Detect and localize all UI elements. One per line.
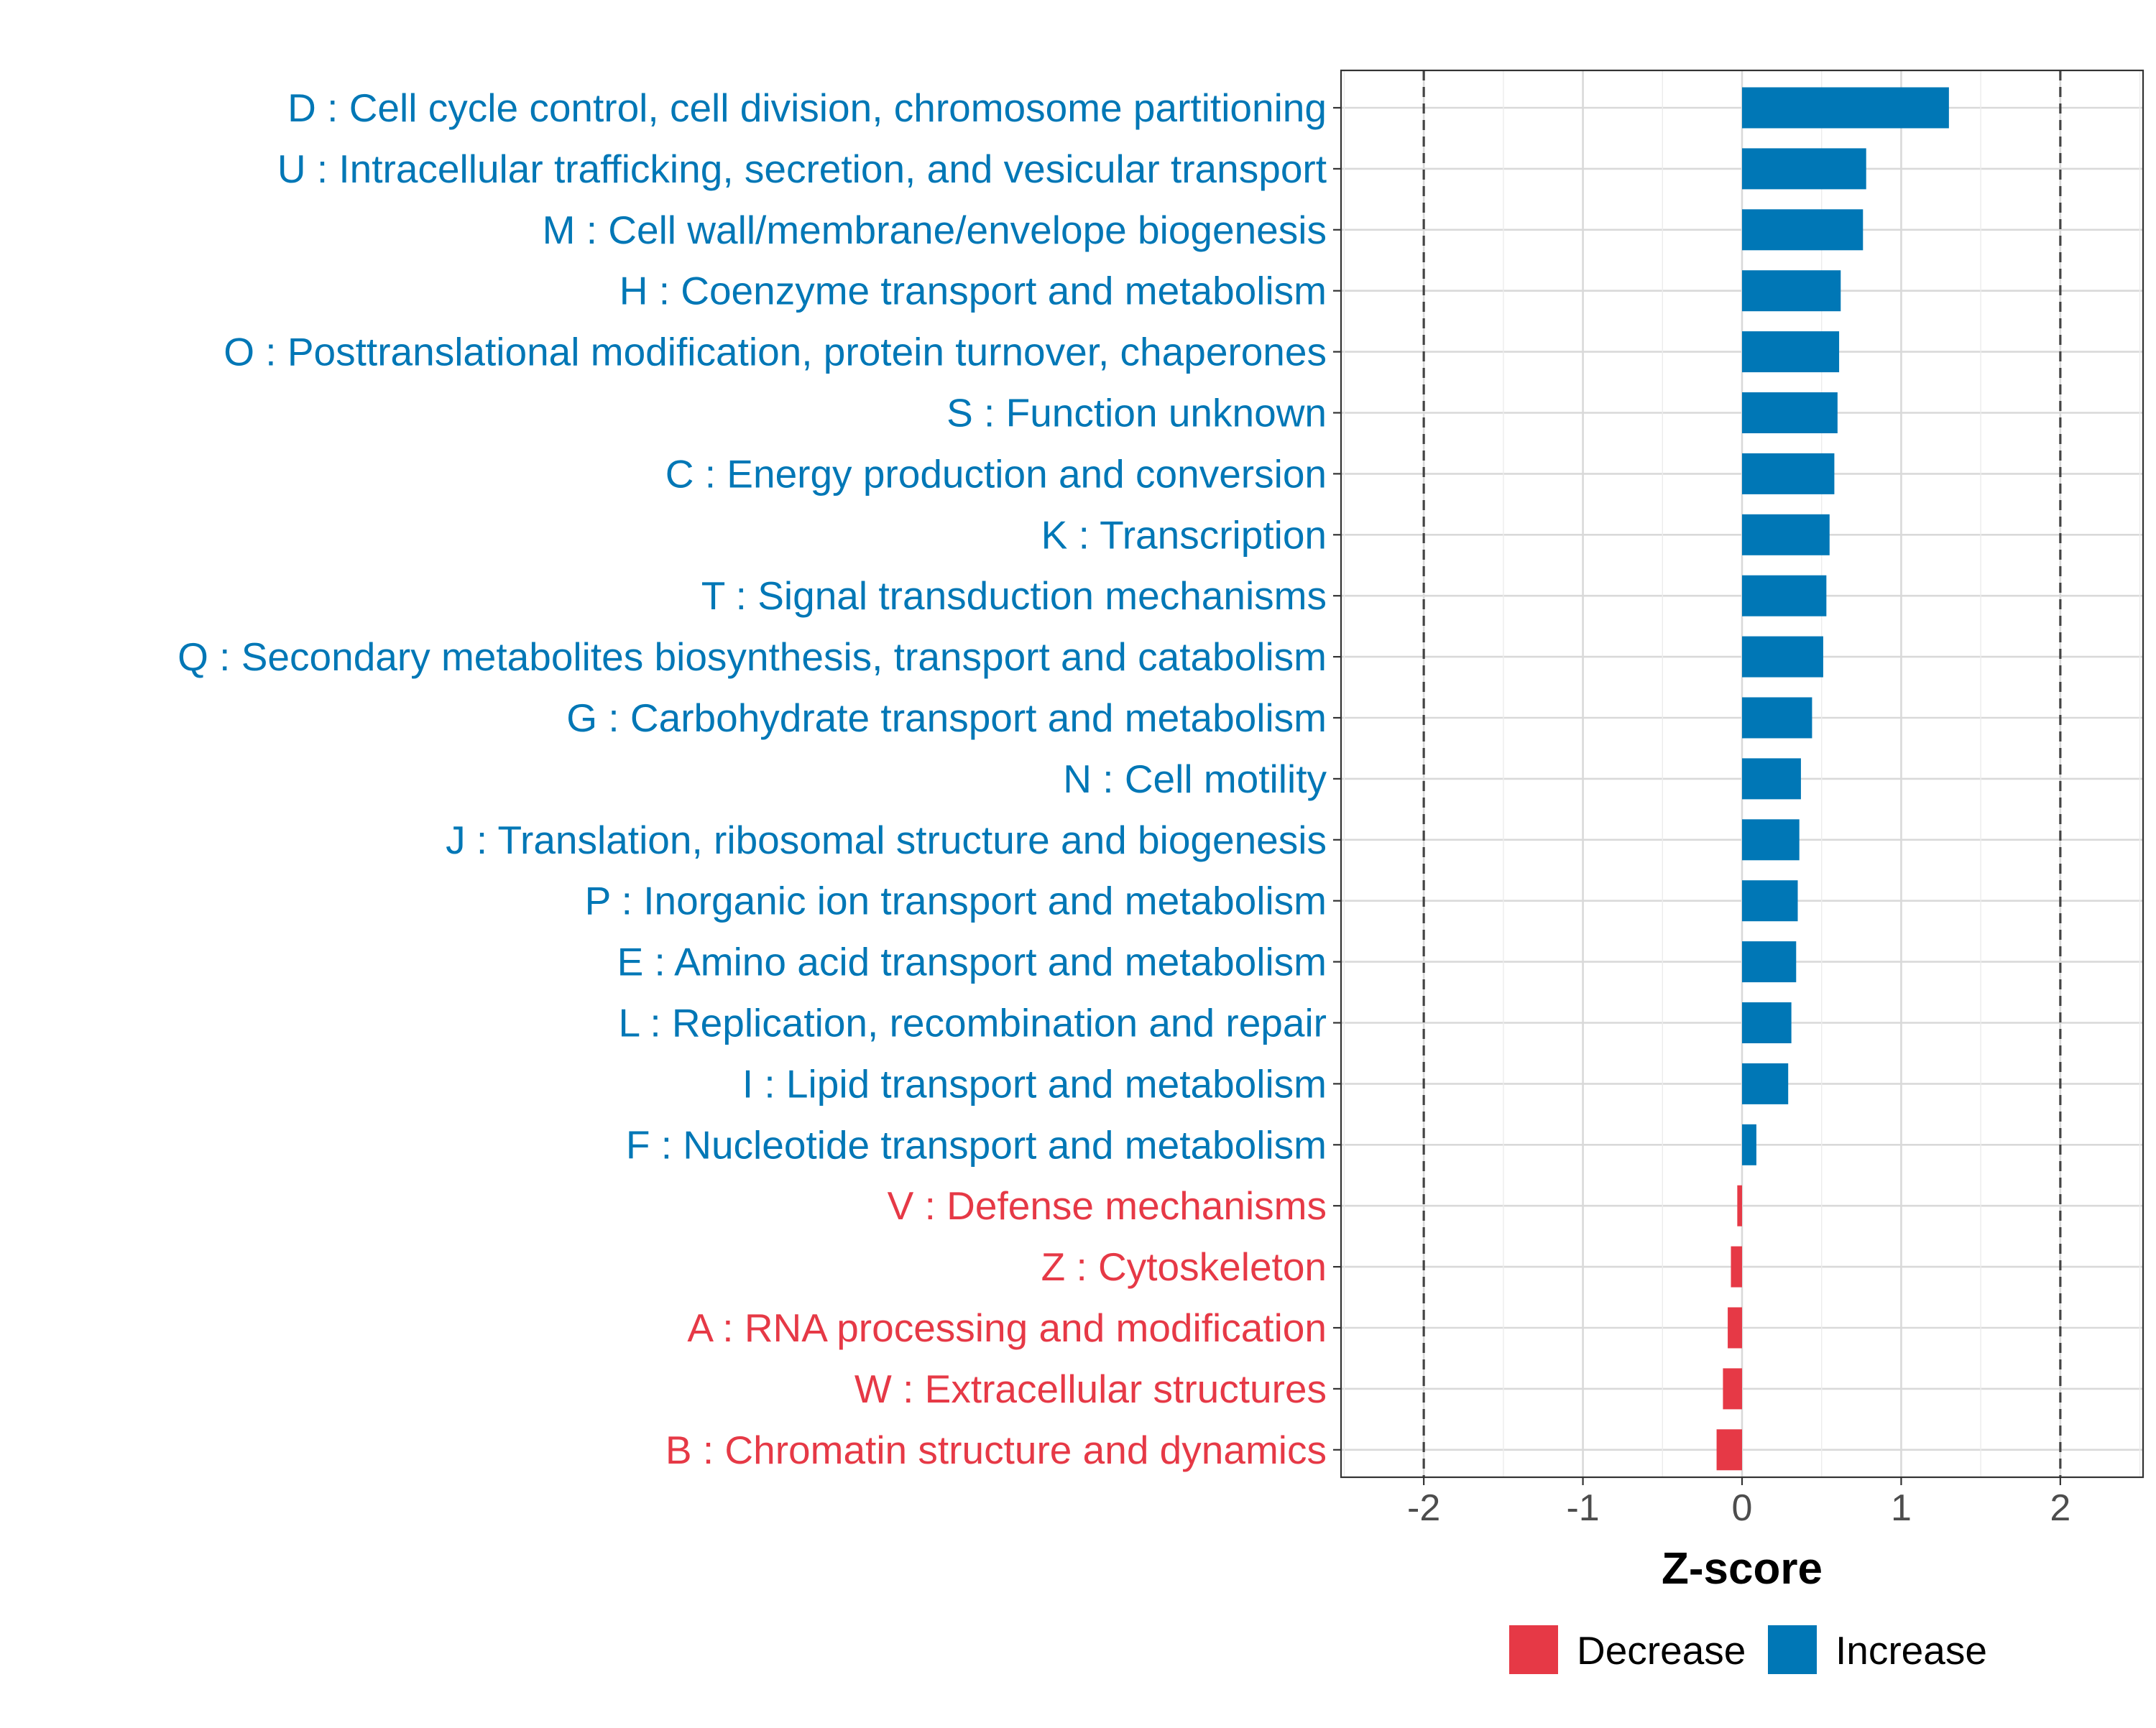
- bar-n: [1742, 758, 1801, 800]
- x-tick-label: -1: [1566, 1487, 1599, 1529]
- y-tick-label: H : Coenzyme transport and metabolism: [619, 269, 1327, 313]
- legend-label: Increase: [1835, 1628, 1987, 1673]
- y-tick-label: O : Posttranslational modification, prot…: [224, 330, 1327, 374]
- y-tick-label: M : Cell wall/membrane/envelope biogenes…: [543, 208, 1327, 252]
- bar-b: [1716, 1429, 1742, 1471]
- bar-c: [1742, 453, 1835, 494]
- y-tick-label: L : Replication, recombination and repai…: [619, 1001, 1327, 1045]
- legend-label: Decrease: [1577, 1628, 1746, 1673]
- y-tick-label: U : Intracellular trafficking, secretion…: [277, 147, 1327, 191]
- bar-a: [1728, 1307, 1742, 1349]
- x-tick-label: 0: [1732, 1487, 1753, 1529]
- legend: Decrease Increase: [1509, 1625, 1987, 1674]
- y-tick-label: B : Chromatin structure and dynamics: [665, 1428, 1327, 1472]
- y-tick-label: W : Extracellular structures: [854, 1367, 1327, 1411]
- y-tick-label: F : Nucleotide transport and metabolism: [626, 1122, 1327, 1167]
- y-tick-label: P : Inorganic ion transport and metaboli…: [585, 879, 1327, 923]
- bar-v: [1737, 1185, 1742, 1226]
- bar-p: [1742, 880, 1798, 922]
- y-tick-label: Z : Cytoskeleton: [1041, 1244, 1327, 1289]
- y-tick-label: K : Transcription: [1041, 512, 1327, 557]
- bar-d: [1742, 87, 1949, 129]
- bar-i: [1742, 1063, 1789, 1104]
- y-tick-label: T : Signal transduction mechanisms: [701, 573, 1327, 618]
- y-tick-label: J : Translation, ribosomal structure and…: [446, 818, 1327, 862]
- y-axis: D : Cell cycle control, cell division, c…: [178, 86, 1341, 1472]
- x-tick-label: 2: [2050, 1487, 2070, 1529]
- x-tick-label: 1: [1891, 1487, 1912, 1529]
- y-tick-label: S : Function unknown: [946, 391, 1327, 435]
- y-tick-label: I : Lipid transport and metabolism: [742, 1061, 1327, 1106]
- y-tick-label: A : RNA processing and modification: [687, 1306, 1327, 1350]
- bars-layer: [1716, 87, 1949, 1471]
- y-tick-label: N : Cell motility: [1063, 757, 1327, 801]
- x-axis-title: Z-score: [1662, 1544, 1823, 1594]
- bar-w: [1723, 1368, 1742, 1410]
- bar-q: [1742, 636, 1823, 678]
- legend-item-decrease: Decrease: [1509, 1625, 1746, 1674]
- bar-j: [1742, 819, 1800, 861]
- y-tick-label: C : Energy production and conversion: [665, 451, 1327, 496]
- x-tick-label: -2: [1407, 1487, 1440, 1529]
- bar-u: [1742, 148, 1866, 190]
- legend-swatch: [1768, 1625, 1817, 1674]
- y-tick-label: E : Amino acid transport and metabolism: [617, 940, 1327, 984]
- reference-lines: [1422, 70, 2062, 1477]
- bar-o: [1742, 331, 1840, 373]
- bar-z: [1731, 1246, 1742, 1288]
- y-tick-label: V : Defense mechanisms: [888, 1183, 1327, 1228]
- bar-h: [1742, 270, 1841, 312]
- bar-e: [1742, 941, 1797, 983]
- y-tick-label: G : Carbohydrate transport and metabolis…: [566, 696, 1327, 740]
- y-tick-label: D : Cell cycle control, cell division, c…: [287, 86, 1327, 130]
- y-tick-label: Q : Secondary metabolites biosynthesis, …: [178, 634, 1327, 679]
- legend-swatch: [1509, 1625, 1558, 1674]
- legend-item-increase: Increase: [1768, 1625, 1987, 1674]
- bar-k: [1742, 514, 1830, 555]
- bar-f: [1742, 1124, 1756, 1165]
- x-axis: -2 -1 0 1 2: [1407, 1477, 2070, 1529]
- bar-s: [1742, 392, 1838, 433]
- bar-t: [1742, 575, 1827, 616]
- bar-g: [1742, 697, 1812, 739]
- bar-m: [1742, 209, 1864, 251]
- bar-l: [1742, 1002, 1792, 1043]
